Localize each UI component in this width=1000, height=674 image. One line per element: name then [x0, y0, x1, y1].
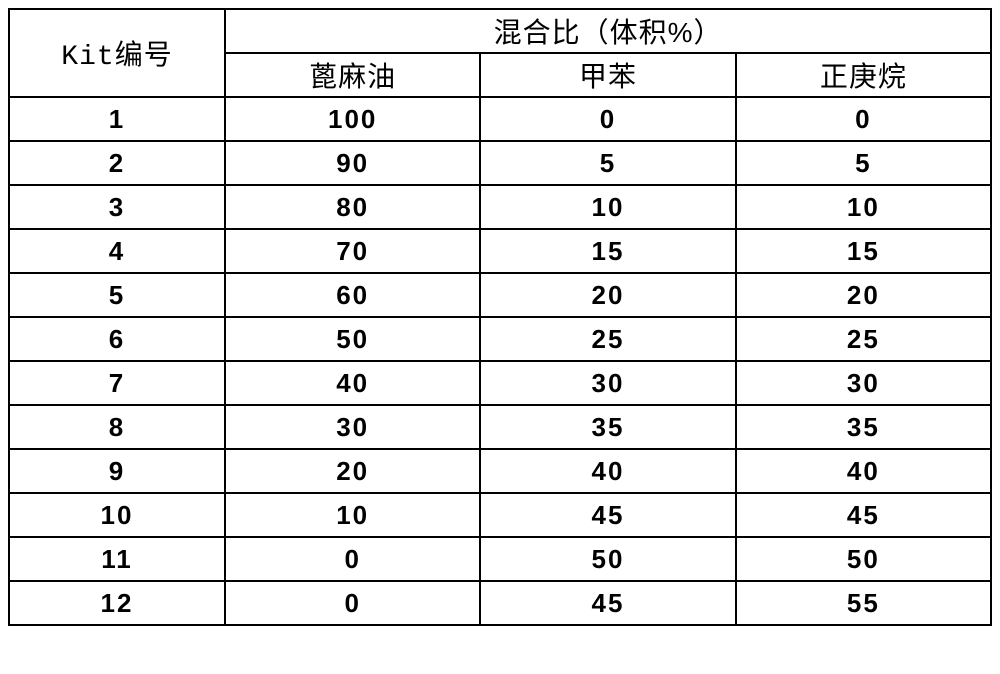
header-col-heptane: 正庚烷: [736, 53, 991, 97]
cell-value: 10: [225, 493, 480, 537]
cell-value: 0: [225, 581, 480, 625]
cell-value: 50: [736, 537, 991, 581]
table-row: 29055: [9, 141, 991, 185]
cell-value: 35: [480, 405, 735, 449]
cell-value: 40: [225, 361, 480, 405]
cell-kit-number: 8: [9, 405, 225, 449]
cell-value: 45: [480, 581, 735, 625]
cell-value: 5: [736, 141, 991, 185]
cell-value: 50: [225, 317, 480, 361]
cell-value: 45: [736, 493, 991, 537]
cell-value: 5: [480, 141, 735, 185]
cell-value: 55: [736, 581, 991, 625]
cell-value: 15: [736, 229, 991, 273]
table-row: 9204040: [9, 449, 991, 493]
cell-value: 30: [225, 405, 480, 449]
cell-kit-number: 12: [9, 581, 225, 625]
table-row: 10104545: [9, 493, 991, 537]
cell-kit-number: 10: [9, 493, 225, 537]
table-row: 6502525: [9, 317, 991, 361]
cell-kit-number: 3: [9, 185, 225, 229]
table-row: 5602020: [9, 273, 991, 317]
cell-value: 10: [480, 185, 735, 229]
cell-value: 90: [225, 141, 480, 185]
table-row: 8303535: [9, 405, 991, 449]
cell-value: 60: [225, 273, 480, 317]
header-mixture-ratio: 混合比（体积%）: [225, 9, 991, 53]
cell-value: 20: [480, 273, 735, 317]
cell-value: 35: [736, 405, 991, 449]
cell-value: 0: [736, 97, 991, 141]
data-table: Kit编号 混合比（体积%） 蓖麻油 甲苯 正庚烷 11000029055380…: [8, 8, 992, 626]
mixture-ratio-table: Kit编号 混合比（体积%） 蓖麻油 甲苯 正庚烷 11000029055380…: [8, 8, 992, 626]
cell-value: 25: [736, 317, 991, 361]
table-row: 4701515: [9, 229, 991, 273]
cell-value: 80: [225, 185, 480, 229]
cell-kit-number: 1: [9, 97, 225, 141]
cell-value: 20: [736, 273, 991, 317]
cell-kit-number: 2: [9, 141, 225, 185]
cell-value: 10: [736, 185, 991, 229]
cell-kit-number: 4: [9, 229, 225, 273]
cell-value: 0: [480, 97, 735, 141]
cell-value: 40: [736, 449, 991, 493]
table-row: 7403030: [9, 361, 991, 405]
cell-value: 25: [480, 317, 735, 361]
cell-value: 20: [225, 449, 480, 493]
cell-value: 45: [480, 493, 735, 537]
cell-kit-number: 9: [9, 449, 225, 493]
cell-value: 15: [480, 229, 735, 273]
table-row: 1204555: [9, 581, 991, 625]
table-row: 110000: [9, 97, 991, 141]
cell-value: 100: [225, 97, 480, 141]
table-row: 3801010: [9, 185, 991, 229]
cell-value: 70: [225, 229, 480, 273]
cell-value: 50: [480, 537, 735, 581]
cell-kit-number: 11: [9, 537, 225, 581]
cell-kit-number: 7: [9, 361, 225, 405]
cell-value: 30: [480, 361, 735, 405]
cell-value: 40: [480, 449, 735, 493]
header-col-castor-oil: 蓖麻油: [225, 53, 480, 97]
cell-kit-number: 5: [9, 273, 225, 317]
table-body: 1100002905538010104701515560202065025257…: [9, 97, 991, 625]
header-kit-number: Kit编号: [9, 9, 225, 97]
cell-value: 30: [736, 361, 991, 405]
cell-value: 0: [225, 537, 480, 581]
header-col-toluene: 甲苯: [480, 53, 735, 97]
table-row: 1105050: [9, 537, 991, 581]
cell-kit-number: 6: [9, 317, 225, 361]
